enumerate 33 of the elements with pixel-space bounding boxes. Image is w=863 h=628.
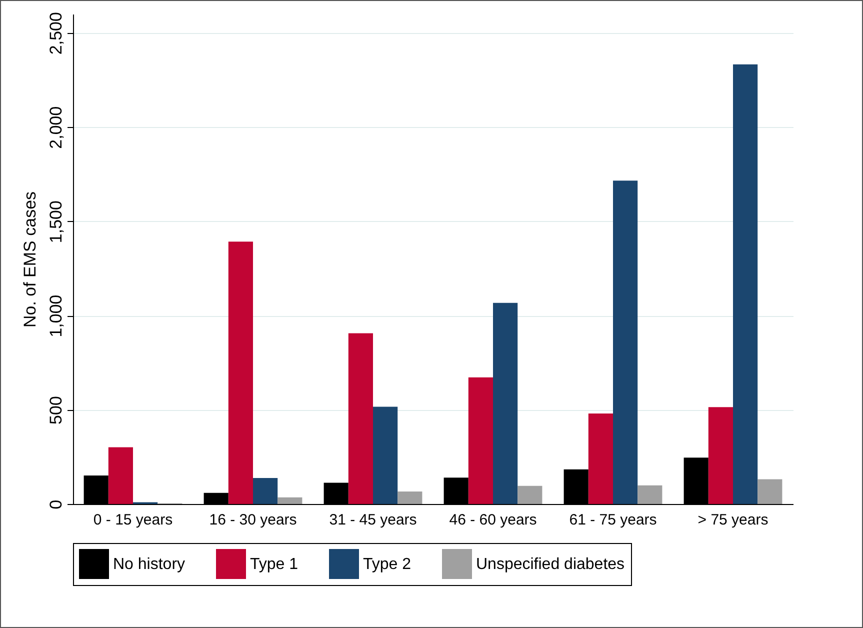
y-tick-label: 0 [46, 500, 66, 510]
bar [758, 479, 782, 504]
bar [493, 302, 518, 504]
y-tick-label: 500 [46, 396, 66, 424]
legend-label: Type 1 [250, 556, 298, 573]
bar [228, 242, 253, 504]
bar [108, 447, 133, 504]
x-tick-label: 0 - 15 years [93, 512, 173, 528]
bar [588, 414, 613, 504]
legend-label: No history [113, 556, 186, 573]
x-tick-label: 46 - 60 years [449, 512, 537, 528]
bar [253, 478, 278, 504]
legend-label: Type 2 [363, 556, 412, 573]
bar [638, 485, 662, 504]
bar [518, 486, 542, 504]
x-tick-label: 31 - 45 years [329, 512, 417, 528]
bar [373, 406, 398, 504]
bar [708, 407, 733, 504]
bar [733, 64, 758, 504]
bar [468, 377, 493, 504]
y-axis-title: No. of EMS cases [20, 191, 40, 328]
x-tick-label: 61 - 75 years [569, 512, 657, 528]
y-tick-label: 2,000 [46, 106, 66, 149]
bar [613, 180, 638, 504]
y-tick-label: 2,500 [46, 12, 66, 55]
bar [348, 333, 373, 504]
y-tick-label: 1,500 [46, 200, 66, 244]
legend-label: Unspecified diabetes [476, 556, 625, 573]
bar [278, 497, 302, 504]
x-tick-label: 16 - 30 years [209, 512, 297, 528]
y-tick-label: 1,000 [46, 294, 66, 338]
bar [398, 492, 422, 504]
x-tick-label: > 75 years [698, 512, 768, 528]
